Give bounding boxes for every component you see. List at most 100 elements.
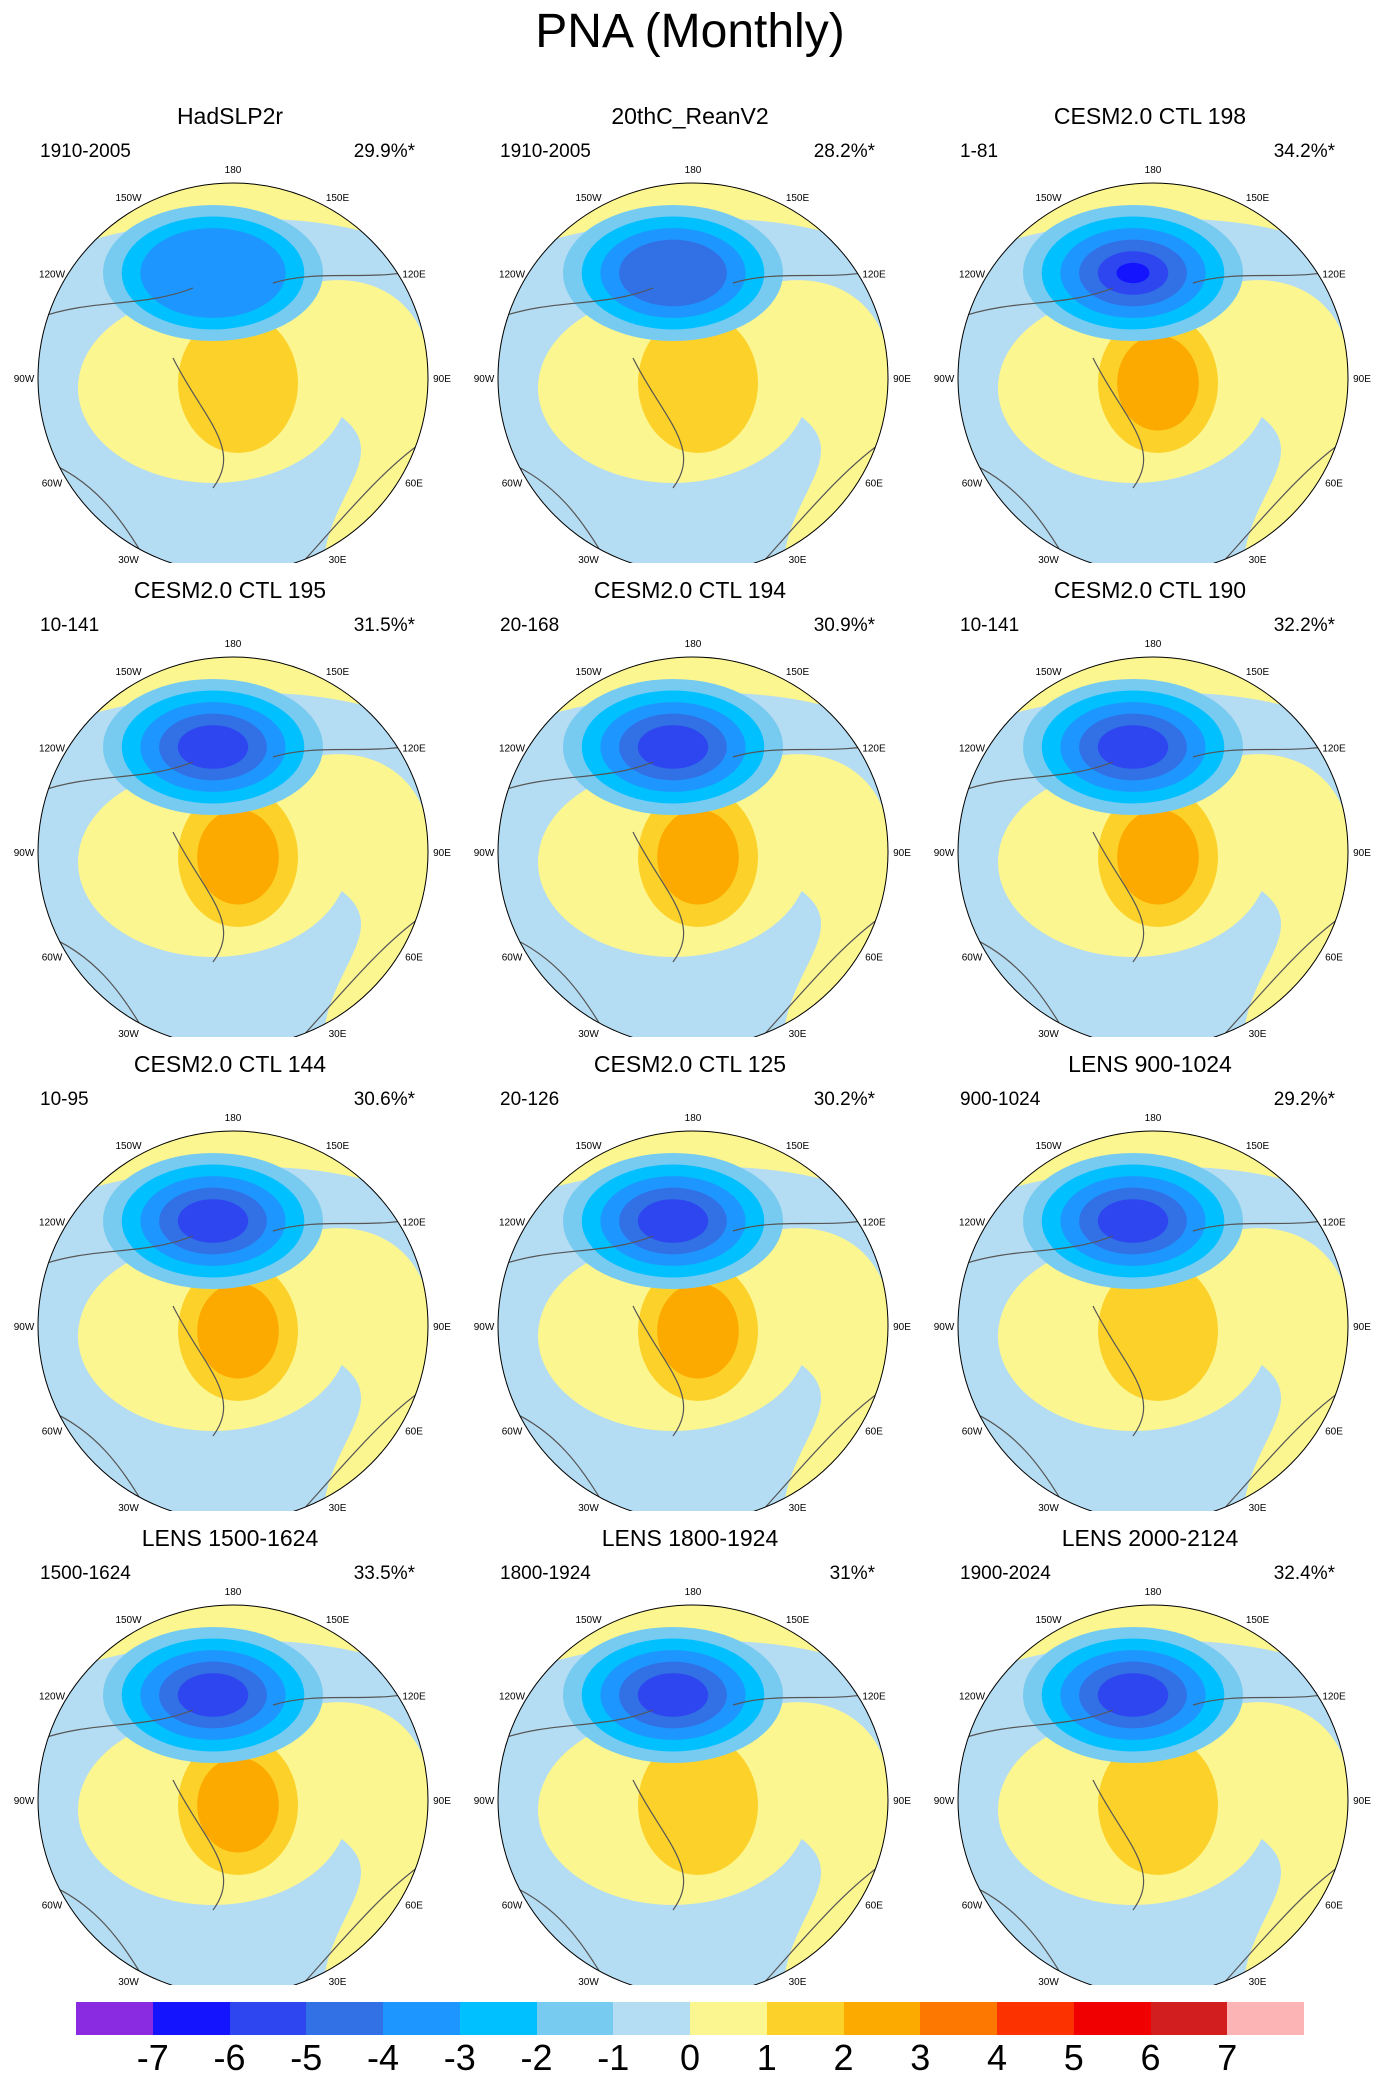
panel-variance: 30.2%* [813, 1089, 875, 1110]
longitude-label: 60E [865, 1427, 883, 1438]
longitude-label: 60W [962, 479, 983, 490]
longitude-label: 90E [433, 848, 451, 859]
low-contour [1097, 725, 1169, 769]
longitude-label: 90W [474, 1322, 495, 1333]
longitude-label: 90W [934, 374, 955, 385]
colorbar-tick-label: 2 [833, 2037, 854, 2078]
longitude-label: 180 [1145, 1113, 1162, 1124]
panel-title: CESM2.0 CTL 195 [133, 577, 327, 603]
longitude-label: 90W [14, 1796, 35, 1807]
map-panel: 180150E120E90E60E30E030W60W90W120W150WLE… [0, 1510, 460, 1985]
longitude-label: 120W [39, 744, 66, 755]
longitude-label: 60W [42, 479, 63, 490]
longitude-label: 90E [1353, 1796, 1371, 1807]
longitude-label: 150E [326, 1615, 350, 1626]
longitude-label: 150E [1246, 667, 1270, 678]
longitude-label: 90E [433, 374, 451, 385]
panel-variance: 29.2%* [1273, 1089, 1335, 1110]
map-panel: 180150E120E90E60E30E030W60W90W120W150WLE… [920, 1036, 1380, 1511]
panel-title: HadSLP2r [176, 103, 284, 129]
colorbar-swatch [766, 2002, 844, 2035]
longitude-label: 150W [115, 667, 142, 678]
map-panel: 180150E120E90E60E30E030W60W90W120W150WLE… [920, 1510, 1380, 1985]
high-contour [197, 1283, 279, 1379]
low-contour [637, 1199, 709, 1243]
colorbar-tick-label: -3 [443, 2037, 476, 2078]
map-boundary [497, 1604, 889, 1985]
colorbar-tick-label: -2 [520, 2037, 553, 2078]
polar-map: 180150E120E90E60E30E030W60W90W120W150W [474, 165, 911, 563]
panel-period: 900-1024 [960, 1089, 1041, 1110]
longitude-label: 120W [499, 1692, 526, 1703]
longitude-label: 120W [39, 270, 66, 281]
longitude-label: 90E [893, 1322, 911, 1333]
map-panel: 180150E120E90E60E30E030W60W90W120W150W 20… [460, 88, 920, 563]
colorbar-swatch [690, 2002, 767, 2035]
panel-variance: 33.5%* [353, 1563, 415, 1584]
longitude-label: 60E [405, 1901, 423, 1912]
longitude-label: 180 [685, 1113, 702, 1124]
longitude-label: 90W [474, 1796, 495, 1807]
longitude-label: 120E [862, 744, 886, 755]
panel-period: 1910-2005 [40, 141, 131, 162]
longitude-label: 150E [1246, 1615, 1270, 1626]
panel-period: 1500-1624 [40, 1563, 131, 1584]
coastline [958, 267, 1348, 563]
longitude-label: 30E [329, 555, 347, 563]
longitude-label: 90E [893, 374, 911, 385]
longitude-label: 150E [786, 1141, 810, 1152]
longitude-label: 60W [962, 1427, 983, 1438]
longitude-label: 120E [862, 1218, 886, 1229]
longitude-label: 120W [499, 1218, 526, 1229]
panel-period: 10-141 [960, 615, 1020, 636]
colorbar [76, 2002, 1304, 2035]
longitude-label: 150E [326, 193, 350, 204]
longitude-label: 30E [789, 1029, 807, 1037]
figure-title: PNA (Monthly) [535, 5, 845, 58]
colorbar-labels: -7 -6 -5 -4 -3 -2 -1 0 1 2 3 4 5 6 7 [0, 2036, 1380, 2084]
colorbar-swatch [383, 2002, 460, 2035]
longitude-label: 30W [578, 1503, 599, 1511]
panel-period: 20-168 [500, 615, 560, 636]
longitude-label: 150W [115, 1141, 142, 1152]
longitude-label: 120E [402, 1218, 426, 1229]
panel-period: 1-81 [960, 141, 999, 162]
panel-period: 20-126 [500, 1089, 560, 1110]
coastline [958, 741, 1348, 1037]
map-boundary [37, 182, 429, 563]
low-contour [177, 725, 249, 769]
panel-title: CESM2.0 CTL 125 [593, 1051, 787, 1077]
map-boundary [957, 182, 1349, 563]
coastline [958, 1215, 1348, 1511]
longitude-label: 150W [575, 1141, 602, 1152]
longitude-label: 60E [1325, 479, 1343, 490]
longitude-label: 60W [502, 1427, 523, 1438]
panel-title: LENS 900-1024 [1068, 1051, 1232, 1077]
panel-variance: 30.6%* [353, 1089, 415, 1110]
longitude-label: 30W [118, 555, 139, 563]
longitude-label: 150W [1035, 193, 1062, 204]
high-contour [197, 1757, 279, 1853]
low-contour [619, 239, 727, 307]
longitude-label: 30E [329, 1977, 347, 1985]
polar-map: 180150E120E90E60E30E030W60W90W120W150W [474, 1587, 911, 1985]
panel-period: 1800-1924 [500, 1563, 591, 1584]
map-boundary [957, 1604, 1349, 1985]
map-panel: 180150E120E90E60E30E030W60W90W120W150WCE… [460, 562, 920, 1037]
panel-title: LENS 2000-2124 [1061, 1525, 1239, 1551]
longitude-label: 60W [42, 1427, 63, 1438]
longitude-label: 30W [1038, 1029, 1059, 1037]
map-panel: 180150E120E90E60E30E030W60W90W120W150WHa… [0, 88, 460, 563]
longitude-label: 180 [1145, 165, 1162, 176]
longitude-label: 30E [329, 1029, 347, 1037]
longitude-label: 120E [1322, 270, 1346, 281]
longitude-label: 60W [502, 479, 523, 490]
longitude-label: 120E [402, 744, 426, 755]
low-contour [1097, 1673, 1169, 1717]
map-boundary [957, 656, 1349, 1037]
polar-map: 180150E120E90E60E30E030W60W90W120W150W [14, 1113, 451, 1511]
panel-title: 20thC_ReanV2 [611, 103, 769, 129]
polar-map: 180150E120E90E60E30E030W60W90W120W150W [14, 1587, 451, 1985]
longitude-label: 120E [1322, 744, 1346, 755]
longitude-label: 60E [405, 479, 423, 490]
